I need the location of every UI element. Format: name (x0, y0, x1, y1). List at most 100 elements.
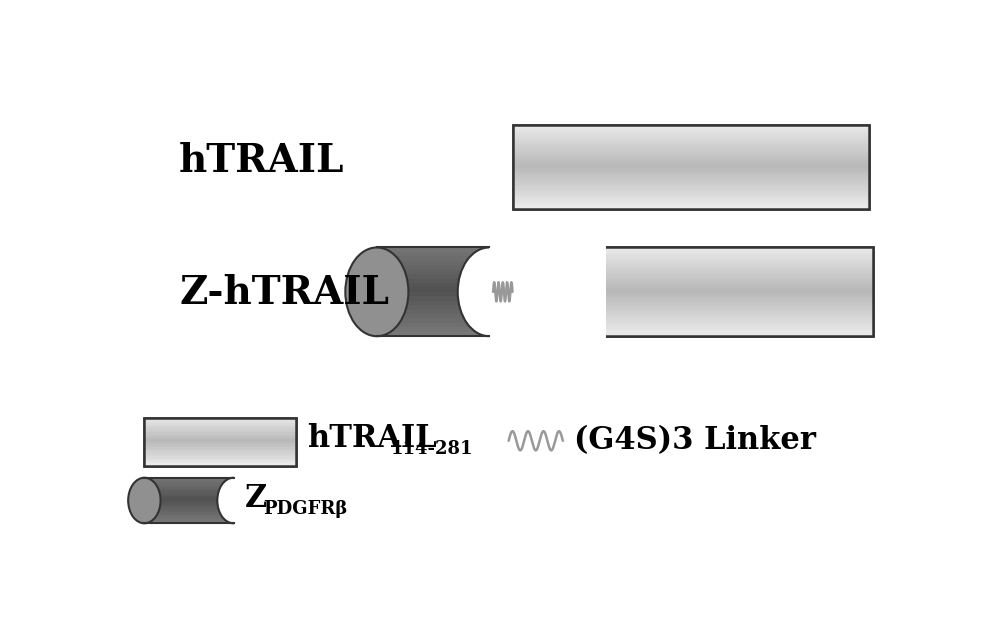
Bar (144, 420, 296, 422)
Bar (377, 314, 489, 318)
Bar (377, 270, 489, 274)
Bar (144, 480, 234, 482)
Bar (144, 456, 296, 459)
Bar (144, 516, 234, 519)
Text: 114-281: 114-281 (391, 440, 473, 459)
Text: (G4S)3 Linker: (G4S)3 Linker (574, 426, 816, 456)
Bar (516, 308, 873, 311)
Text: PDGFRβ: PDGFRβ (263, 500, 347, 518)
Bar (144, 498, 234, 500)
Bar (144, 519, 234, 521)
Bar (144, 507, 234, 510)
Bar (144, 503, 234, 505)
Bar (377, 278, 489, 283)
Bar (144, 464, 296, 466)
Bar (512, 207, 869, 209)
Bar (512, 163, 869, 166)
Bar (377, 261, 489, 265)
Bar (144, 418, 296, 466)
Bar (144, 521, 234, 523)
Bar (144, 478, 234, 480)
Bar (516, 323, 873, 326)
Bar (512, 154, 869, 156)
Bar (144, 422, 296, 425)
Bar (377, 252, 489, 256)
Bar (512, 168, 869, 171)
Bar (512, 193, 869, 194)
Bar (377, 305, 489, 310)
Bar (144, 489, 234, 492)
Bar (144, 425, 296, 427)
Bar (516, 331, 873, 334)
Bar (489, 242, 606, 341)
Bar (144, 478, 234, 523)
Bar (512, 194, 869, 197)
Bar (512, 199, 869, 202)
Bar (144, 482, 234, 485)
Bar (512, 173, 869, 176)
Bar (144, 444, 296, 447)
Bar (512, 188, 869, 190)
Bar (512, 197, 869, 199)
Bar (512, 204, 869, 207)
Bar (516, 268, 873, 270)
Bar (512, 159, 869, 161)
Bar (144, 430, 296, 432)
Bar (512, 202, 869, 204)
Bar (516, 270, 873, 273)
Bar (144, 514, 234, 516)
Bar (516, 303, 873, 306)
Bar (144, 500, 234, 503)
Bar (516, 285, 873, 288)
Bar (516, 311, 873, 313)
Bar (377, 247, 489, 252)
Bar (144, 432, 296, 435)
Bar (512, 149, 869, 151)
Bar (516, 278, 873, 280)
Bar (377, 327, 489, 332)
Bar (512, 185, 869, 188)
Bar (144, 487, 234, 489)
Bar (512, 140, 869, 142)
Bar (144, 435, 296, 437)
Bar (516, 263, 873, 265)
Bar (512, 132, 869, 135)
Bar (516, 252, 873, 255)
Bar (144, 459, 296, 461)
Bar (144, 418, 296, 420)
Bar (516, 306, 873, 308)
Bar (516, 257, 873, 260)
Bar (512, 147, 869, 149)
Text: hTRAIL: hTRAIL (307, 423, 437, 454)
Bar (512, 183, 869, 185)
Bar (144, 485, 234, 487)
Bar (377, 301, 489, 305)
Bar (516, 290, 873, 293)
Bar (234, 473, 350, 528)
Bar (516, 298, 873, 301)
Bar (516, 260, 873, 263)
Bar (516, 250, 873, 252)
Bar (144, 418, 296, 466)
Bar (144, 496, 234, 498)
Bar (512, 171, 869, 173)
Bar (512, 125, 869, 209)
Bar (512, 142, 869, 145)
Bar (144, 427, 296, 430)
Bar (516, 326, 873, 328)
Text: Z: Z (245, 483, 267, 514)
Bar (377, 318, 489, 323)
Bar (512, 135, 869, 137)
Bar (512, 178, 869, 180)
Bar (377, 256, 489, 261)
Bar (512, 128, 869, 130)
Bar (512, 180, 869, 183)
Bar (516, 293, 873, 296)
Bar (516, 255, 873, 257)
Bar (377, 292, 489, 297)
Bar (512, 156, 869, 159)
Bar (144, 505, 234, 507)
Bar (516, 334, 873, 336)
Bar (512, 176, 869, 178)
Bar (144, 454, 296, 456)
